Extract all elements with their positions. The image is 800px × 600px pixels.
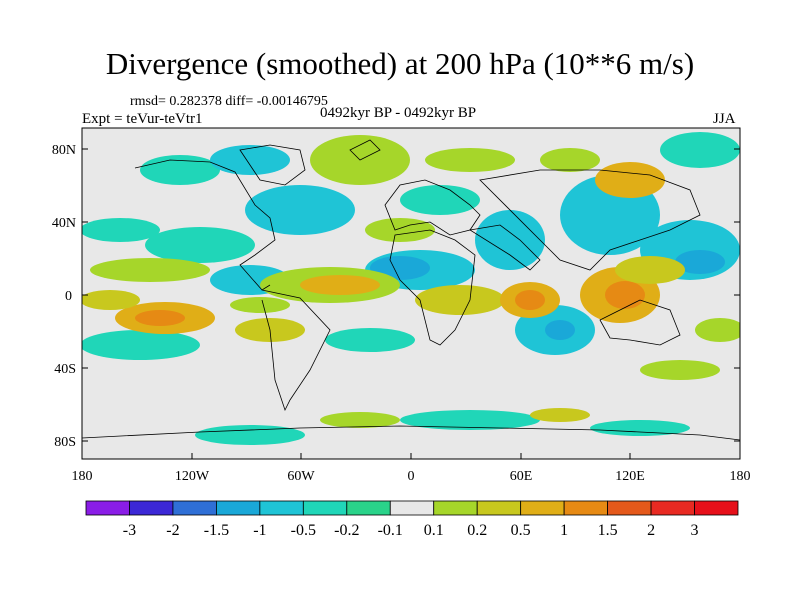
- colorbar-label: 2: [647, 522, 655, 539]
- lat-label-0: 0: [65, 289, 72, 304]
- colorbar-box: [694, 500, 739, 516]
- colorbar-label: 1.5: [598, 522, 618, 539]
- experiment-label: Expt = teVur-teVtr1: [82, 111, 203, 127]
- colorbar-label: -2: [166, 522, 179, 539]
- divergence-field: [82, 132, 740, 445]
- colorbar-label: 0.5: [511, 522, 531, 539]
- colorbar-boxes: [85, 500, 739, 516]
- colorbar-box: [650, 500, 695, 516]
- lat-label-40s: 40S: [54, 362, 76, 377]
- colorbar-box: [520, 500, 565, 516]
- colorbar-box: [129, 500, 174, 516]
- colorbar-label: -3: [123, 522, 136, 539]
- lat-label-40n: 40N: [52, 216, 76, 231]
- lon-label-180w: 180: [72, 469, 93, 484]
- stats-text: rmsd= 0.282378 diff= -0.00146795: [130, 94, 328, 109]
- colorbar-label: -0.5: [291, 522, 316, 539]
- colorbar-box: [389, 500, 435, 516]
- lon-label-180e: 180: [730, 469, 751, 484]
- colorbar-label: 0.1: [424, 522, 444, 539]
- colorbar-box: [433, 500, 478, 516]
- coastlines: [82, 139, 740, 441]
- colorbar-box: [607, 500, 652, 516]
- colorbar-box: [172, 500, 217, 516]
- lat-label-80n: 80N: [52, 143, 76, 158]
- colorbar-label: 3: [691, 522, 699, 539]
- colorbar-label: -0.2: [334, 522, 359, 539]
- season-label: JJA: [713, 111, 736, 127]
- colorbar-box: [259, 500, 304, 516]
- colorbar-label: -1.5: [204, 522, 229, 539]
- chart-title: Divergence (smoothed) at 200 hPa (10**6 …: [105, 46, 695, 81]
- colorbar-label: -0.1: [378, 522, 403, 539]
- colorbar-label: 0.2: [467, 522, 487, 539]
- colorbar-label: 1: [560, 522, 568, 539]
- colorbar-box: [85, 500, 130, 516]
- colorbar-box: [215, 500, 261, 516]
- period-label: 0492kyr BP - 0492kyr BP: [320, 105, 477, 121]
- colorbar-box: [563, 500, 609, 516]
- colorbar-label: -1: [253, 522, 266, 539]
- lon-label-60e: 60E: [510, 469, 533, 484]
- lon-label-120w: 120W: [175, 469, 210, 484]
- colorbar-box: [346, 500, 391, 516]
- colorbar-box: [302, 500, 348, 516]
- lon-label-120e: 120E: [615, 469, 645, 484]
- colorbar-labels: -3 -2 -1.5 -1 -0.5 -0.2 -0.1 0.1 0.2 0.5 1 1.5 2 3: [123, 522, 699, 539]
- lon-label-60w: 60W: [287, 469, 315, 484]
- colorbar-box: [476, 500, 522, 516]
- lon-label-0: 0: [408, 469, 415, 484]
- lat-label-80s: 80S: [54, 435, 76, 450]
